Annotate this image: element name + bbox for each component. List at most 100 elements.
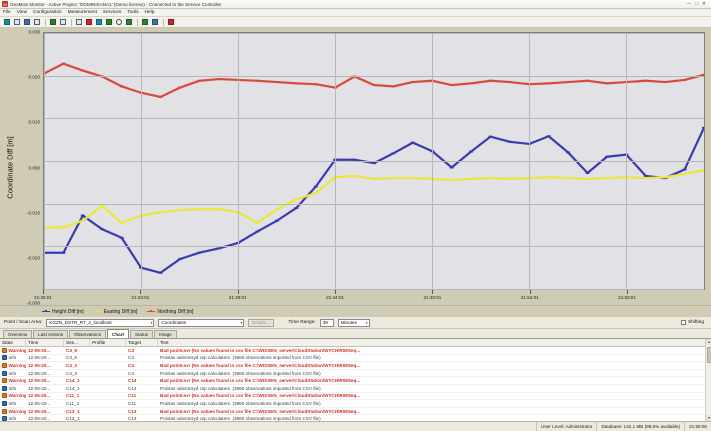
info-icon <box>2 400 7 406</box>
stop-measurement-icon[interactable] <box>85 18 93 26</box>
series-point <box>682 78 687 81</box>
table-header-time[interactable]: Time <box>26 339 64 346</box>
table-row[interactable]: Info 12-05-20... C4_3 C4 Pointas valentcsyd … <box>0 370 711 378</box>
print-icon[interactable] <box>23 18 31 26</box>
table-cell-ses: C14_1 <box>66 378 80 384</box>
series-point <box>274 219 279 222</box>
start-measurement-icon-glyph <box>76 19 82 25</box>
time-range-label: Time Range: <box>288 320 316 325</box>
series-point <box>372 162 376 165</box>
table-cell-ses: C13_1 <box>66 416 80 421</box>
series-point <box>158 271 163 274</box>
series-point <box>682 172 687 175</box>
gridline-horizontal <box>44 203 704 205</box>
table-row[interactable]: Warning 12-05-20... C3_8 C3 Bad pointcsv! (N… <box>0 347 711 355</box>
minimize-button[interactable]: — <box>686 1 692 6</box>
menu-item-configuration[interactable]: Configuration <box>33 10 62 15</box>
info-icon <box>2 385 7 391</box>
table-cell-state-label: Warning <box>8 408 27 414</box>
table-row[interactable]: Info 12-05-20... C13_1 C13 Pointas valentcsy… <box>0 415 711 421</box>
time-range-unit-select[interactable]: Minutes ▾ <box>337 318 370 327</box>
series-point <box>119 85 124 88</box>
series-point <box>100 228 105 231</box>
time-range-input[interactable]: 39 <box>319 318 334 327</box>
tab-observations[interactable]: Observations <box>68 330 107 338</box>
table-header-profile[interactable]: Profile <box>90 339 126 346</box>
series-point <box>294 82 299 85</box>
close-button[interactable]: ✕ <box>702 1 706 6</box>
table-row[interactable]: Warning 12-05-20... C11_1 C11 Bad pointcsv! … <box>0 393 711 401</box>
series-point <box>604 82 609 85</box>
legend-item: Northing Diff [m] <box>147 309 193 315</box>
settings-icon[interactable] <box>151 18 159 26</box>
tab-last-actions[interactable]: Last Actions <box>33 330 68 338</box>
series-point <box>352 158 357 161</box>
start-measurement-icon[interactable] <box>75 18 83 26</box>
info-icon <box>2 416 7 421</box>
gridline-vertical <box>141 33 143 289</box>
table-row[interactable]: Warning 12-05-20... C13_1 C13 Bad pointcsv! … <box>0 408 711 416</box>
table-row[interactable]: Warning 12-05-20... C14_1 C14 Bad pointcsv! … <box>0 377 711 385</box>
table-cell-state: Info <box>0 400 26 406</box>
toolbar-separator <box>162 18 164 26</box>
series-point <box>313 83 318 86</box>
point-scan-area-select[interactable]: KGZN_DSTR_RT_2_localhost ▾ <box>46 318 155 327</box>
table-row[interactable]: Info 12-05-20... C11_1 C11 Pointas valentcsy… <box>0 400 711 408</box>
series-point <box>702 169 704 172</box>
tab-chart[interactable]: Chart <box>107 329 130 338</box>
tab-image[interactable]: Image <box>154 330 177 338</box>
open-project-icon[interactable] <box>13 18 21 26</box>
table-header-text[interactable]: Text <box>158 339 711 346</box>
series-point <box>158 211 163 214</box>
tab-overview[interactable]: Overview <box>3 330 33 338</box>
report-icon[interactable] <box>105 18 113 26</box>
print-preview-icon[interactable] <box>33 18 41 26</box>
shifting-checkbox[interactable]: Shifting <box>681 320 707 325</box>
tools-icon[interactable] <box>141 18 149 26</box>
menu-item-view[interactable]: View <box>16 10 28 15</box>
table-header-ses[interactable]: Ses... <box>64 339 90 346</box>
table-header-state[interactable]: State <box>0 339 26 346</box>
series-point <box>643 174 648 177</box>
series-point <box>702 73 704 76</box>
series-point <box>61 226 66 229</box>
series-point <box>216 208 221 211</box>
table-cell-text: Pointas valentcsyd csp calculaters. (386… <box>160 385 321 391</box>
menu-item-file[interactable]: File <box>3 10 11 15</box>
monitor-icon[interactable] <box>95 18 103 26</box>
table-row[interactable]: Info 12-05-20... C3_8 C3 Pointas valentcsyd … <box>0 355 711 363</box>
menu-item-help[interactable]: Help <box>144 10 155 15</box>
table-header-target[interactable]: Target <box>126 339 158 346</box>
scroll-up-icon[interactable]: ▲ <box>706 339 711 345</box>
tab-status[interactable]: Status <box>130 330 154 338</box>
scrollbar-thumb[interactable] <box>706 347 711 363</box>
new-project-icon[interactable] <box>3 18 11 26</box>
menu-item-measurement[interactable]: Measurement <box>67 10 97 15</box>
menu-item-services[interactable]: Services <box>102 10 122 15</box>
table-cell-target: C4 <box>128 362 134 368</box>
series-point <box>566 177 571 180</box>
table-row[interactable]: Warning 12-05-20... C4_3 C4 Bad pointcsv! (N… <box>0 362 711 370</box>
series-point <box>119 221 124 224</box>
scroll-down-icon[interactable]: ▼ <box>706 415 711 421</box>
sensor-icon[interactable] <box>49 18 57 26</box>
help-icon[interactable] <box>167 18 175 26</box>
series-point <box>80 219 85 222</box>
menu-item-tools[interactable]: Tools <box>127 10 139 15</box>
plot-area[interactable] <box>43 32 705 290</box>
details-button[interactable]: Details ... <box>248 318 275 327</box>
maximize-button[interactable]: □ <box>695 1 699 6</box>
clock-icon[interactable] <box>115 18 123 26</box>
coordinate-type-select[interactable]: Coordinates ▾ <box>158 318 245 327</box>
table-cell-time: 12-05-20... <box>28 416 51 421</box>
table-row[interactable]: Info 12-05-20... C14_1 C14 Pointas valentcsy… <box>0 385 711 393</box>
table-cell-target: C3 <box>128 347 134 353</box>
analysis-icon[interactable] <box>125 18 133 26</box>
table-cell-ses: C4_3 <box>66 370 77 376</box>
info-icon[interactable] <box>59 18 67 26</box>
table-scrollbar[interactable]: ▲ ▼ <box>705 339 711 421</box>
series-point <box>313 192 318 194</box>
series-point <box>546 135 551 138</box>
series-point <box>604 155 609 158</box>
table-cell-state: Info <box>0 416 26 421</box>
